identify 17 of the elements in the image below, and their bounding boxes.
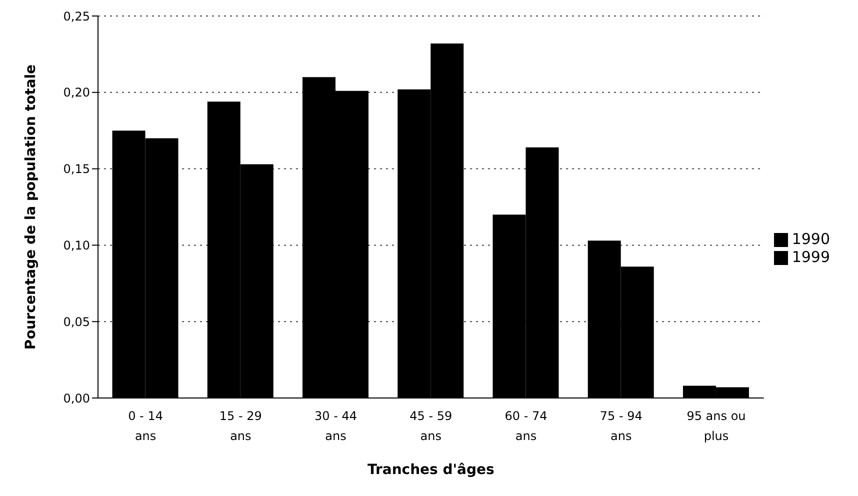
x-tick-label: 60 - 74 ans (504, 409, 548, 443)
legend-label: 1990 (792, 230, 830, 248)
x-tick-label: 45 - 59 ans (410, 409, 452, 443)
y-tick-label: 0,15 (63, 162, 90, 176)
y-axis-title: Pourcentage de la population totale (22, 64, 39, 350)
y-tick-label: 0,25 (63, 9, 90, 24)
y-tick-label: 0,20 (63, 86, 90, 100)
x-tick-label: 0 - 14 ans (128, 409, 163, 443)
x-tick-label: 75 - 94 ans (600, 409, 642, 443)
y-tick-label: 0,05 (63, 314, 90, 329)
x-tick-label: 30 - 44 ans (314, 409, 358, 443)
legend-label: 1999 (792, 248, 830, 266)
x-tick-label: 95 ans ou plus (686, 409, 746, 443)
y-tick-label: 0,10 (63, 238, 90, 252)
x-axis-title: Tranches d'âges (367, 462, 494, 478)
y-tick-label: 0,00 (63, 391, 90, 406)
x-tick-label: 15 - 29 ans (219, 409, 262, 443)
